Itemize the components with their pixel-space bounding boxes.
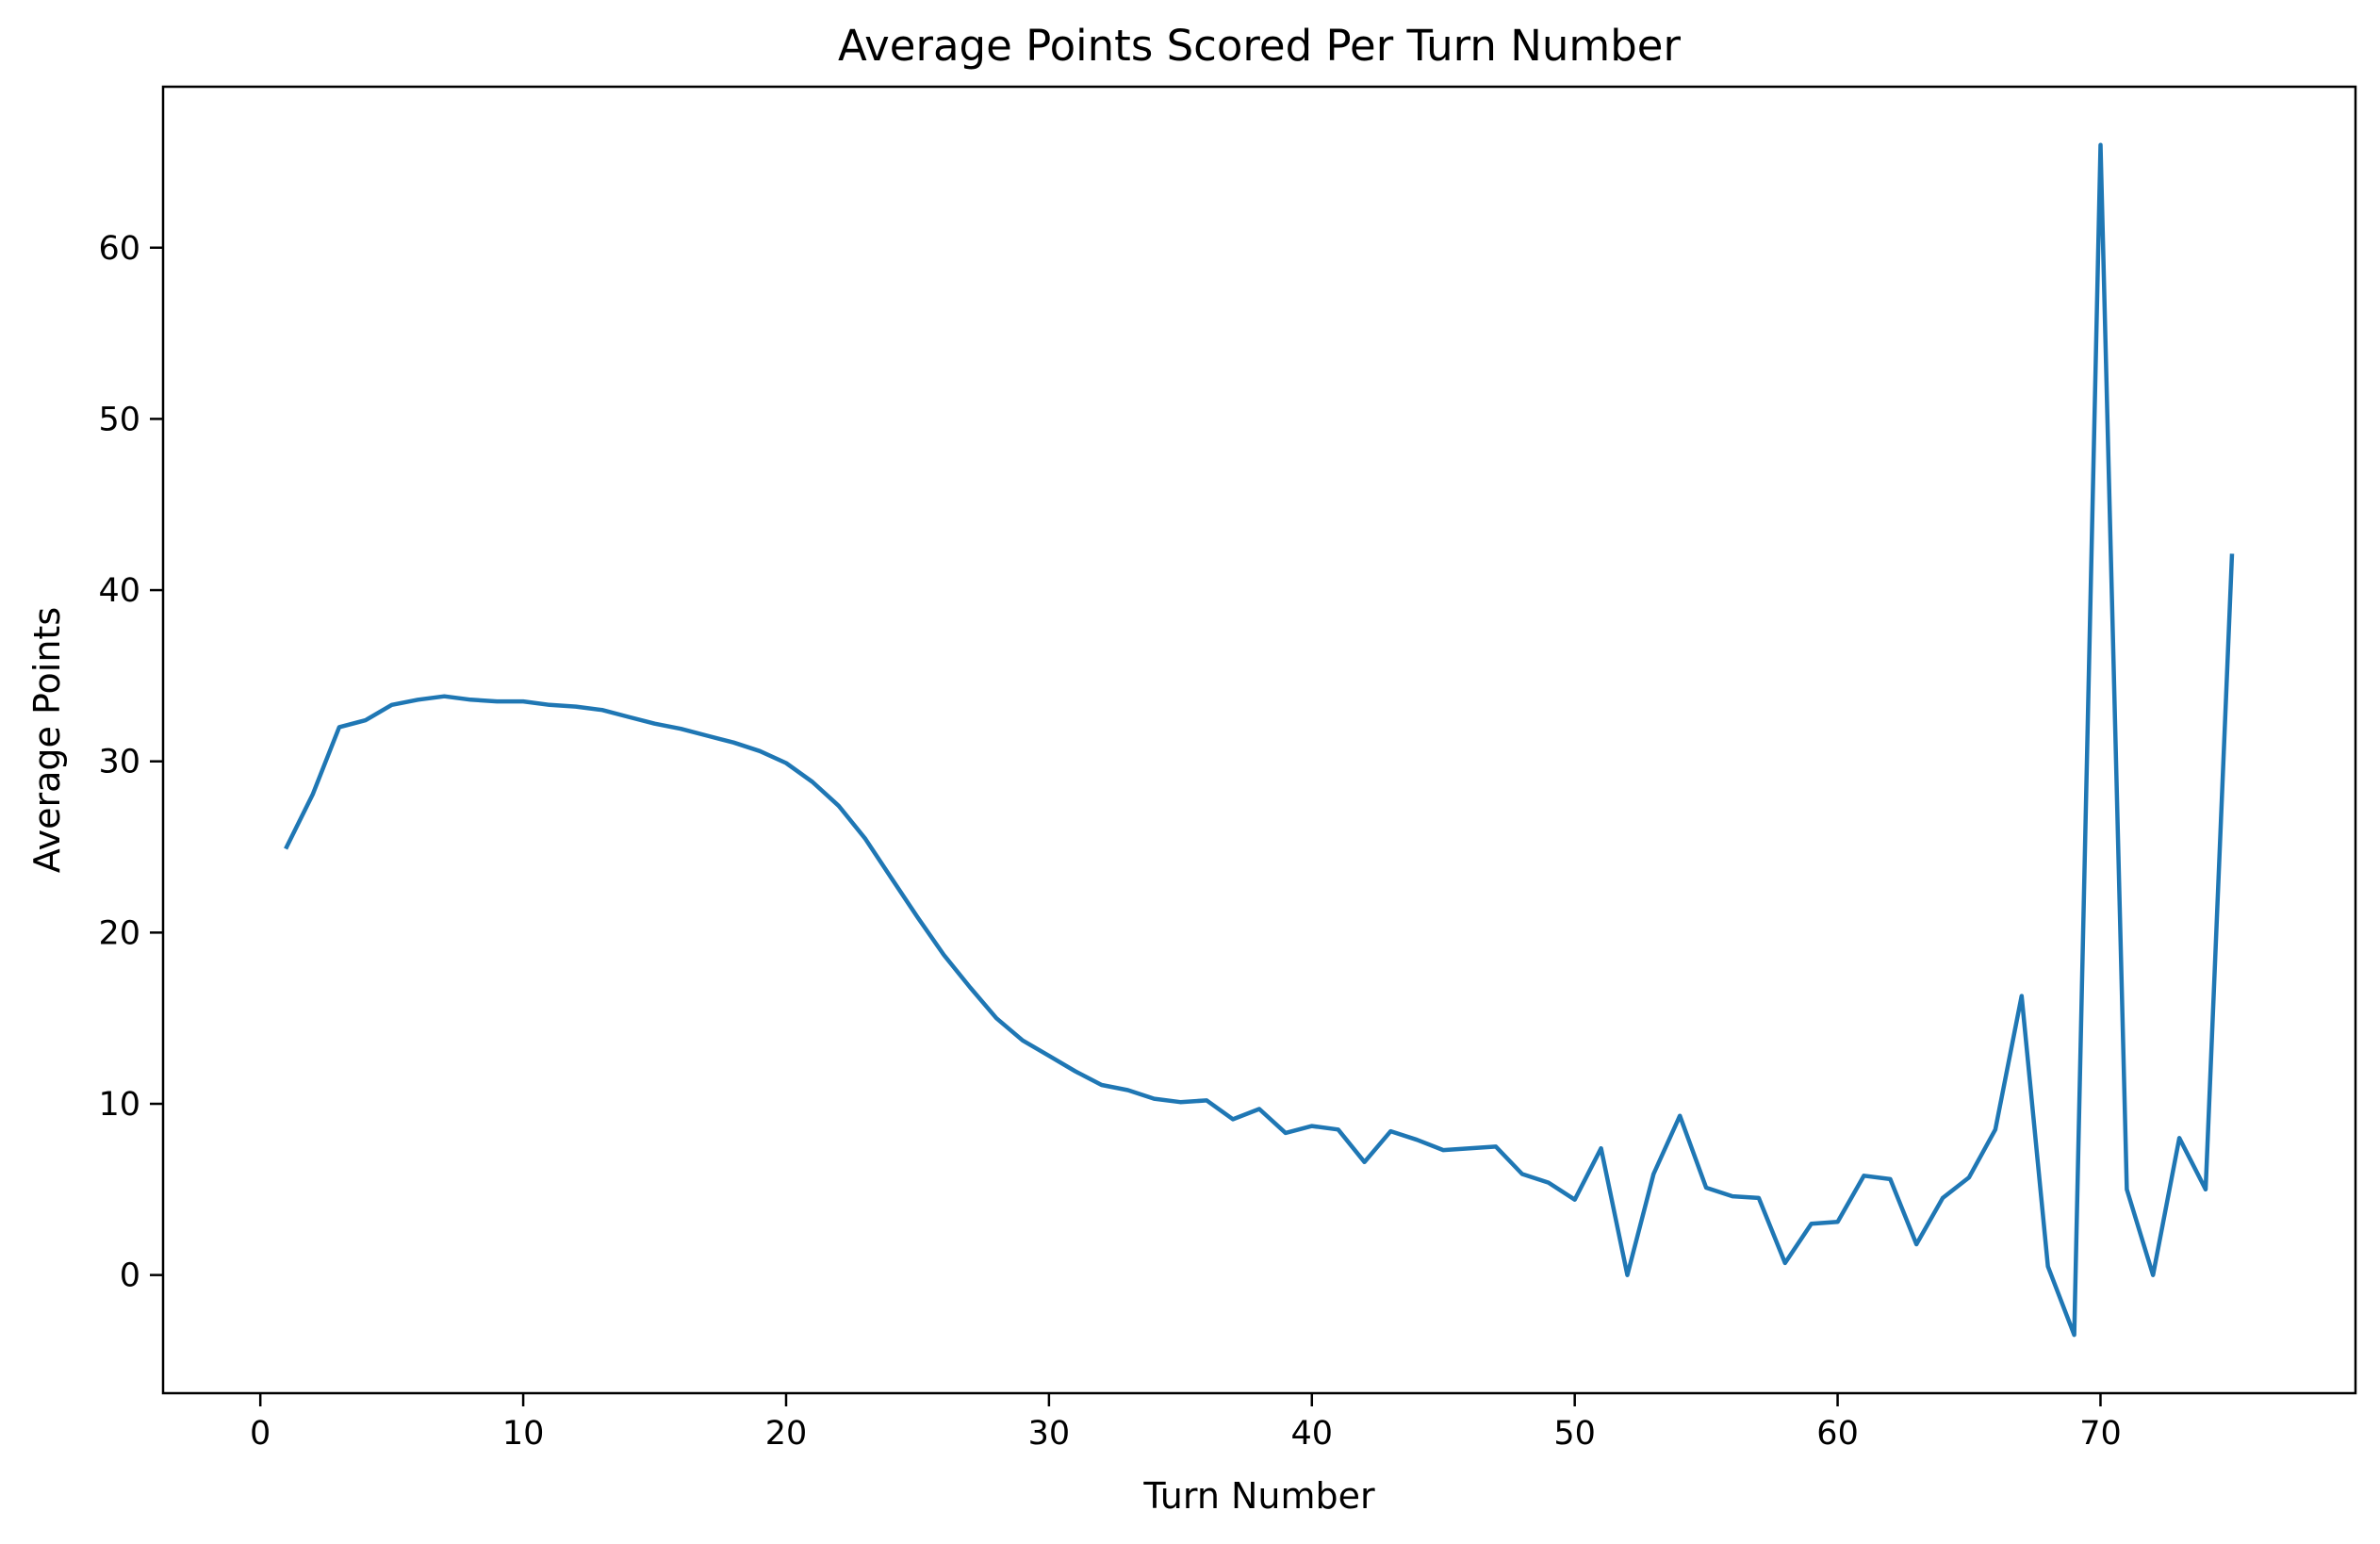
y-tick-label: 30 xyxy=(98,744,140,781)
y-axis-ticks: 0 10 20 30 40 50 60 xyxy=(98,230,163,1295)
y-tick-label: 40 xyxy=(98,572,140,610)
chart-title: Average Points Scored Per Turn Number xyxy=(838,21,1681,71)
plot-area xyxy=(161,85,2357,1395)
x-tick-label: 40 xyxy=(1291,1415,1334,1453)
y-tick-label: 10 xyxy=(98,1086,140,1124)
x-tick-label: 30 xyxy=(1028,1415,1071,1453)
axes-frame xyxy=(161,85,2357,1395)
x-tick-label: 0 xyxy=(250,1415,271,1453)
x-tick-label: 60 xyxy=(1816,1415,1859,1453)
x-tick-label: 70 xyxy=(2079,1415,2122,1453)
series-line xyxy=(284,142,2235,1338)
x-axis-ticks: 0 10 20 30 40 50 60 70 xyxy=(250,1393,2122,1453)
x-tick-label: 10 xyxy=(502,1415,545,1453)
y-axis-label: Average Points xyxy=(26,607,68,873)
y-tick-label: 50 xyxy=(98,401,140,438)
y-tick-label: 60 xyxy=(98,230,140,268)
y-tick-label: 20 xyxy=(98,914,140,952)
x-tick-label: 50 xyxy=(1553,1415,1596,1453)
y-tick-label: 0 xyxy=(120,1257,140,1295)
x-tick-label: 20 xyxy=(765,1415,808,1453)
x-axis-label: Turn Number xyxy=(1142,1475,1375,1517)
